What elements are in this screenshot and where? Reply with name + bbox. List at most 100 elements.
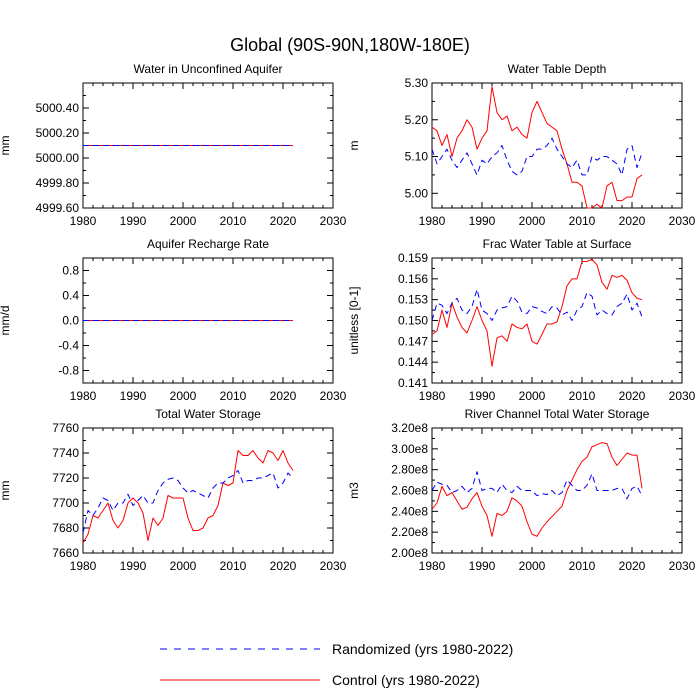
x-tick-label: 2000 [519, 214, 546, 228]
y-tick-label: 0.153 [398, 293, 428, 307]
x-tick-label: 2030 [669, 559, 696, 573]
y-tick-label: 2.40e8 [391, 504, 428, 518]
x-tick-label: 2030 [320, 559, 347, 573]
y-tick-label: 0.147 [398, 334, 428, 348]
y-tick-label: 7760 [52, 421, 79, 435]
x-tick-label: 2020 [619, 214, 646, 228]
x-tick-label: 1980 [70, 389, 97, 403]
y-tick-label: 0.144 [398, 355, 428, 369]
x-tick-label: 2000 [519, 389, 546, 403]
y-axis-label: m [347, 141, 361, 151]
x-tick-label: 2030 [320, 214, 347, 228]
x-tick-label: 2010 [569, 389, 596, 403]
panel-3: Frac Water Table at Surface unitless [0-1… [347, 237, 696, 403]
y-tick-label: 7720 [52, 471, 79, 485]
y-tick-label: 2.00e8 [391, 546, 428, 560]
x-tick-label: 2020 [270, 389, 297, 403]
x-tick-label: 2000 [170, 389, 197, 403]
series-line-control [431, 442, 643, 537]
y-tick-label: -0.4 [58, 339, 79, 353]
x-tick-label: 1980 [70, 559, 97, 573]
y-axis-label: unitless [0-1] [347, 286, 361, 354]
panel-title: Water in Unconfined Aquifer [134, 62, 283, 76]
y-tick-label: 0.141 [398, 376, 428, 390]
y-tick-label: 0.0 [62, 314, 79, 328]
x-tick-label: 2000 [170, 214, 197, 228]
series-line-control [431, 258, 643, 367]
x-tick-label: 2020 [270, 559, 297, 573]
x-tick-label: 2000 [519, 559, 546, 573]
panel-5: River Channel Total Water Storage m3 1980 1… [347, 407, 696, 573]
panel-title: Frac Water Table at Surface [483, 237, 632, 251]
y-tick-label: 0.159 [398, 251, 428, 265]
y-tick-label: 2.60e8 [391, 484, 428, 498]
y-tick-label: 5.20 [405, 113, 429, 127]
panel-title: Aquifer Recharge Rate [147, 237, 269, 251]
plot-frame [82, 427, 334, 554]
series-line-control [431, 86, 643, 209]
y-tick-label: 5000.20 [36, 126, 80, 140]
x-tick-label: 1990 [469, 559, 496, 573]
y-tick-label: -0.8 [58, 364, 79, 378]
x-tick-label: 1990 [120, 389, 147, 403]
x-tick-label: 2020 [270, 214, 297, 228]
panel-title: River Channel Total Water Storage [465, 407, 650, 421]
x-tick-label: 2010 [220, 389, 247, 403]
x-tick-label: 2010 [220, 214, 247, 228]
legend: Randomized (yrs 1980-2022) Control (yrs … [160, 641, 513, 688]
x-tick-label: 1990 [469, 389, 496, 403]
y-tick-label: 5.30 [405, 76, 429, 90]
y-tick-label: 5000.00 [36, 151, 80, 165]
x-tick-label: 2030 [669, 389, 696, 403]
series-line-randomized [82, 470, 294, 534]
legend-label-randomized: Randomized (yrs 1980-2022) [332, 641, 513, 657]
x-tick-label: 1980 [419, 389, 446, 403]
series-line-randomized [431, 471, 643, 500]
plot-frame [431, 82, 683, 209]
panel-title: Total Water Storage [155, 407, 261, 421]
y-tick-label: 0.150 [398, 314, 428, 328]
x-tick-label: 1980 [419, 559, 446, 573]
y-tick-label: 0.8 [62, 264, 79, 278]
x-tick-label: 2010 [569, 559, 596, 573]
y-tick-label: 7660 [52, 546, 79, 560]
series-line-randomized [431, 288, 643, 321]
y-tick-label: 2.20e8 [391, 525, 428, 539]
x-tick-label: 2020 [619, 389, 646, 403]
y-tick-label: 7700 [52, 496, 79, 510]
y-tick-label: 4999.60 [36, 201, 80, 215]
y-tick-label: 3.20e8 [391, 421, 428, 435]
x-tick-label: 2010 [569, 214, 596, 228]
x-tick-label: 1980 [419, 214, 446, 228]
y-tick-label: 0.156 [398, 272, 428, 286]
x-tick-label: 1990 [120, 559, 147, 573]
panel-0: Water in Unconfined Aquifer mm 1980 1990 200… [0, 62, 347, 228]
panels: Water in Unconfined Aquifer mm 1980 1990 200… [0, 62, 696, 573]
y-tick-label: 5000.40 [36, 101, 80, 115]
figure-title: Global (90S-90N,180W-180E) [230, 35, 470, 55]
x-tick-label: 2000 [170, 559, 197, 573]
series-line-randomized [431, 137, 643, 176]
y-tick-label: 2.80e8 [391, 463, 428, 477]
y-tick-label: 0.4 [62, 289, 79, 303]
x-tick-label: 2020 [619, 559, 646, 573]
x-tick-label: 2030 [669, 214, 696, 228]
x-tick-label: 1990 [120, 214, 147, 228]
y-tick-label: 3.00e8 [391, 442, 428, 456]
legend-label-control: Control (yrs 1980-2022) [332, 672, 480, 688]
y-axis-label: m3 [347, 482, 361, 499]
y-tick-label: 5.10 [405, 150, 429, 164]
y-axis-label: mm [0, 481, 12, 501]
panel-4: Total Water Storage mm 1980 1990 2000 2010 202… [0, 407, 347, 573]
series-line-control [82, 450, 294, 544]
y-axis-label: mm/d [0, 306, 12, 336]
x-tick-label: 1980 [70, 214, 97, 228]
x-tick-label: 1990 [469, 214, 496, 228]
y-tick-label: 5.00 [405, 186, 429, 200]
y-tick-label: 7680 [52, 521, 79, 535]
panel-1: Water Table Depth m 1980 1990 2000 2010 2020 20… [347, 62, 696, 228]
x-tick-label: 2030 [320, 389, 347, 403]
x-tick-label: 2010 [220, 559, 247, 573]
panel-title: Water Table Depth [508, 62, 607, 76]
